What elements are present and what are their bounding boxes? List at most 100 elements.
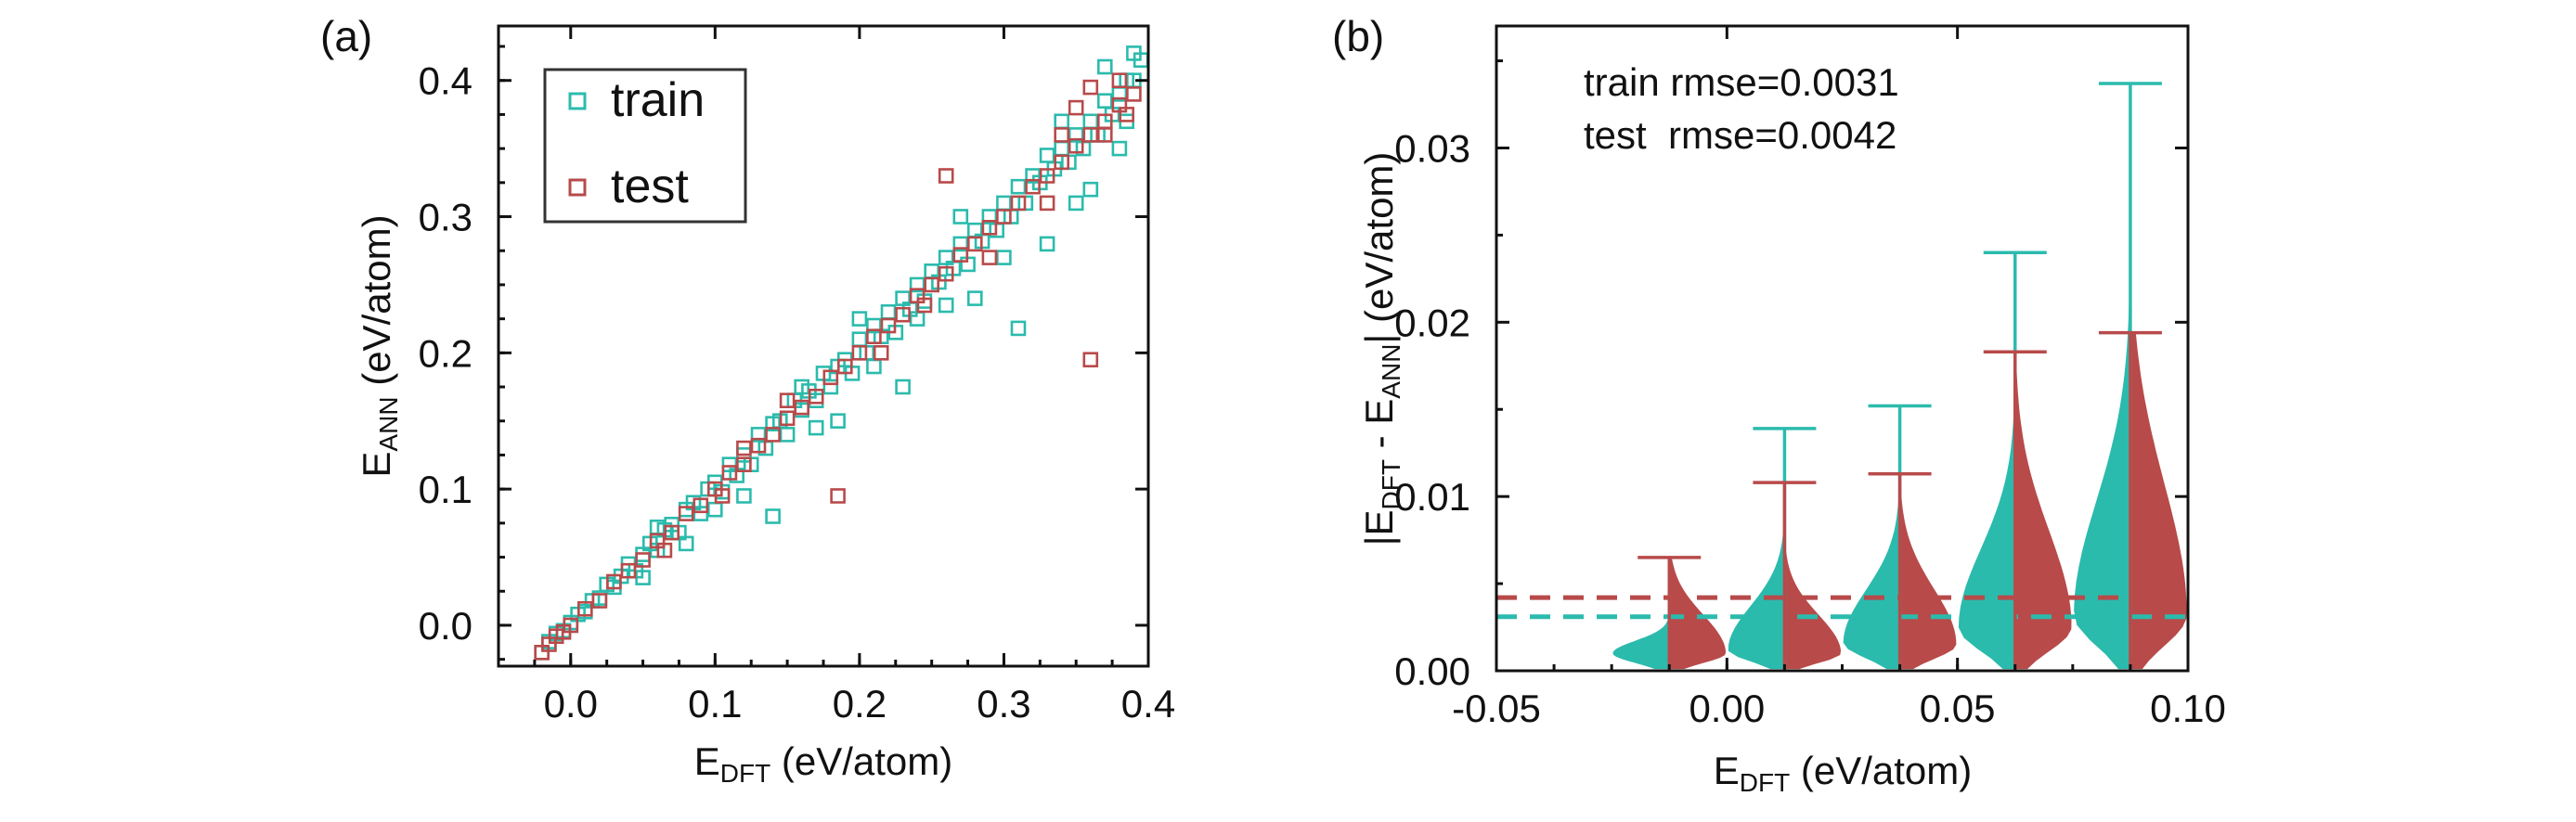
test-point	[938, 168, 954, 184]
a-ytick-label: 0.3	[419, 196, 472, 239]
test-point	[779, 392, 796, 409]
train-violin	[1958, 252, 2015, 670]
panel-a-ylabel: EANN (eV/atom)	[355, 214, 403, 477]
train-point	[1010, 320, 1027, 337]
panel-b-rmse-lines	[1496, 595, 2188, 620]
panel-b-violin: (b) -0.05 0.00 0.05 0.100.000.010.020.03 tr…	[1332, 12, 2226, 797]
train-point	[952, 209, 969, 225]
a-xtick-label: 0.2	[833, 682, 887, 726]
a-xtick-label: 0.0	[544, 682, 598, 726]
train-violin	[1612, 618, 1670, 670]
panel-b-label: (b)	[1332, 12, 1384, 60]
a-ytick-label: 0.2	[419, 331, 472, 375]
train-point	[1082, 113, 1099, 130]
test-point	[606, 573, 622, 590]
b-xtick-label: 0.05	[1920, 687, 1996, 730]
train-violin	[1843, 405, 1900, 670]
train-point	[909, 276, 926, 293]
panel-b-ticks: -0.05 0.00 0.05 0.100.000.010.020.03	[1394, 26, 2226, 730]
test-point	[678, 506, 694, 521]
train-point	[1082, 181, 1099, 198]
test-point	[1082, 352, 1099, 368]
test-violin	[2129, 332, 2187, 670]
b-xtick-label: 0.10	[2150, 687, 2226, 730]
train-point	[1068, 195, 1084, 212]
test-point	[1068, 137, 1084, 154]
train-point	[866, 358, 882, 375]
train-point	[1097, 58, 1113, 75]
train-point	[1010, 178, 1027, 195]
b-ytick-label: 0.00	[1394, 649, 1470, 693]
train-point	[895, 379, 911, 395]
test-point	[1068, 99, 1084, 116]
legend-train-label: train	[611, 73, 705, 127]
panel-b-annotation-train: train rmse=0.0031	[1584, 60, 1899, 104]
test-point	[779, 410, 796, 427]
test-point	[1039, 168, 1055, 184]
test-violin	[1784, 482, 1842, 670]
test-point	[591, 593, 608, 609]
test-point	[664, 524, 680, 541]
test-point	[714, 488, 731, 504]
test-point	[1039, 195, 1055, 212]
test-violin	[2014, 352, 2072, 670]
test-point	[794, 399, 810, 416]
test-point	[866, 328, 882, 345]
panel-a-xlabel: EDFT (eV/atom)	[694, 739, 953, 788]
train-point	[1111, 140, 1128, 157]
test-point	[1126, 86, 1142, 102]
test-point	[851, 344, 868, 361]
legend-test-label: test	[611, 160, 689, 213]
train-point	[706, 501, 723, 518]
test-point	[967, 236, 983, 252]
test-point	[1082, 127, 1099, 143]
test-point	[1097, 127, 1113, 143]
test-point	[656, 542, 673, 559]
b-ytick-label: 0.03	[1394, 126, 1470, 170]
test-point	[996, 209, 1012, 225]
panel-a-label: (a)	[320, 12, 372, 60]
panel-b-xlabel: EDFT (eV/atom)	[1714, 749, 1973, 797]
a-xtick-label: 0.3	[977, 682, 1030, 726]
train-point	[1039, 236, 1055, 252]
train-violin	[1728, 428, 1785, 670]
test-point	[880, 317, 897, 334]
train-point	[1097, 93, 1113, 109]
legend-train-marker	[568, 92, 587, 110]
a-xtick-label: 0.4	[1121, 682, 1175, 726]
test-point	[635, 552, 651, 568]
a-xtick-label: 0.1	[688, 682, 742, 726]
panel-b-annotation-test: test rmse=0.0042	[1584, 113, 1896, 157]
train-point	[693, 506, 709, 521]
test-point	[1082, 79, 1099, 96]
test-point	[563, 617, 579, 634]
train-point	[880, 303, 897, 320]
test-point	[1054, 127, 1069, 143]
train-point	[952, 236, 969, 252]
test-point	[1025, 178, 1041, 195]
test-point	[895, 306, 911, 323]
train-point	[736, 488, 752, 504]
train-point	[938, 297, 954, 314]
train-violin	[2074, 83, 2130, 670]
test-point	[620, 562, 637, 579]
panel-a-legend: train test	[543, 68, 747, 224]
panel-a-ticks: 0.0 0.1 0.2 0.3 0.4 0.0 0.1 0.2 0.3 0.4	[419, 26, 1175, 726]
panel-a-points	[534, 45, 1149, 661]
test-point	[952, 247, 969, 263]
train-point	[808, 419, 824, 436]
test-point	[736, 440, 752, 456]
test-violin	[1669, 557, 1727, 670]
test-point	[1111, 72, 1128, 88]
test-point	[873, 344, 889, 361]
b-xtick-label: 0.00	[1689, 687, 1765, 730]
test-point	[981, 250, 998, 265]
panel-b-violins	[1612, 83, 2187, 670]
test-point	[1119, 107, 1134, 122]
train-point	[678, 535, 694, 552]
test-point	[1054, 154, 1069, 171]
train-point	[851, 331, 868, 348]
train-point	[765, 508, 781, 524]
train-point	[967, 290, 983, 306]
train-point	[1054, 140, 1069, 157]
